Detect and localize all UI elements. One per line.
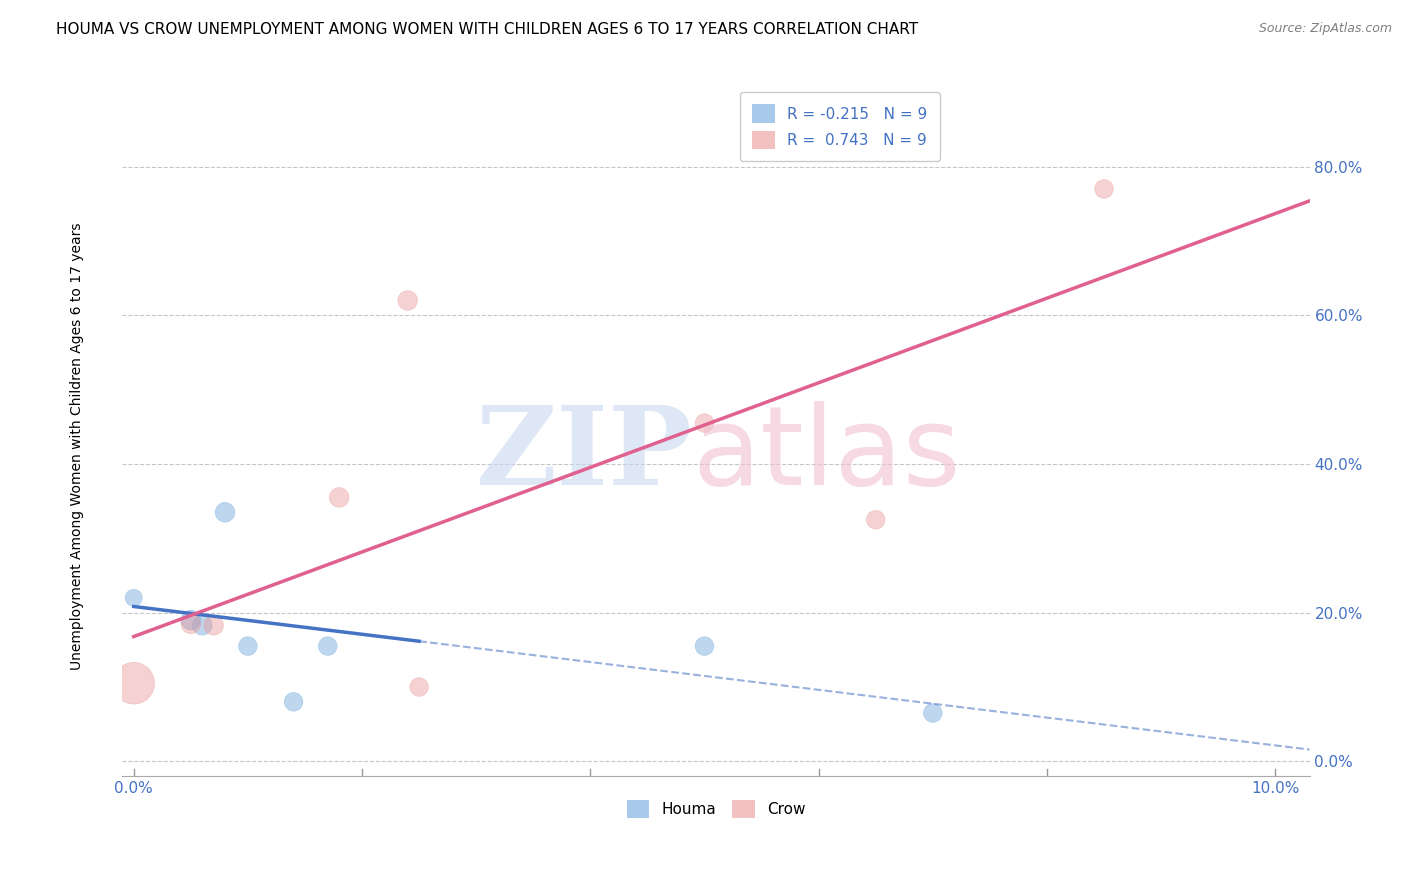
Point: [283, 695, 305, 709]
Point: [316, 639, 339, 653]
Text: ZIP: ZIP: [475, 401, 692, 508]
Text: atlas: atlas: [692, 401, 960, 508]
Text: HOUMA VS CROW UNEMPLOYMENT AMONG WOMEN WITH CHILDREN AGES 6 TO 17 YEARS CORRELAT: HOUMA VS CROW UNEMPLOYMENT AMONG WOMEN W…: [56, 22, 918, 37]
Text: Unemployment Among Women with Children Ages 6 to 17 years: Unemployment Among Women with Children A…: [70, 222, 84, 670]
Point: [865, 513, 887, 527]
Point: [202, 618, 225, 632]
Point: [408, 680, 430, 694]
Point: [396, 293, 419, 308]
Text: Source: ZipAtlas.com: Source: ZipAtlas.com: [1258, 22, 1392, 36]
Point: [236, 639, 259, 653]
Point: [693, 416, 716, 430]
Point: [328, 491, 350, 505]
Point: [921, 706, 943, 720]
Point: [1092, 182, 1115, 196]
Point: [693, 639, 716, 653]
Point: [214, 505, 236, 519]
Point: [122, 676, 145, 690]
Point: [180, 613, 202, 627]
Point: [191, 618, 214, 632]
Legend: Houma, Crow: Houma, Crow: [620, 794, 811, 824]
Point: [180, 616, 202, 631]
Point: [122, 591, 145, 605]
